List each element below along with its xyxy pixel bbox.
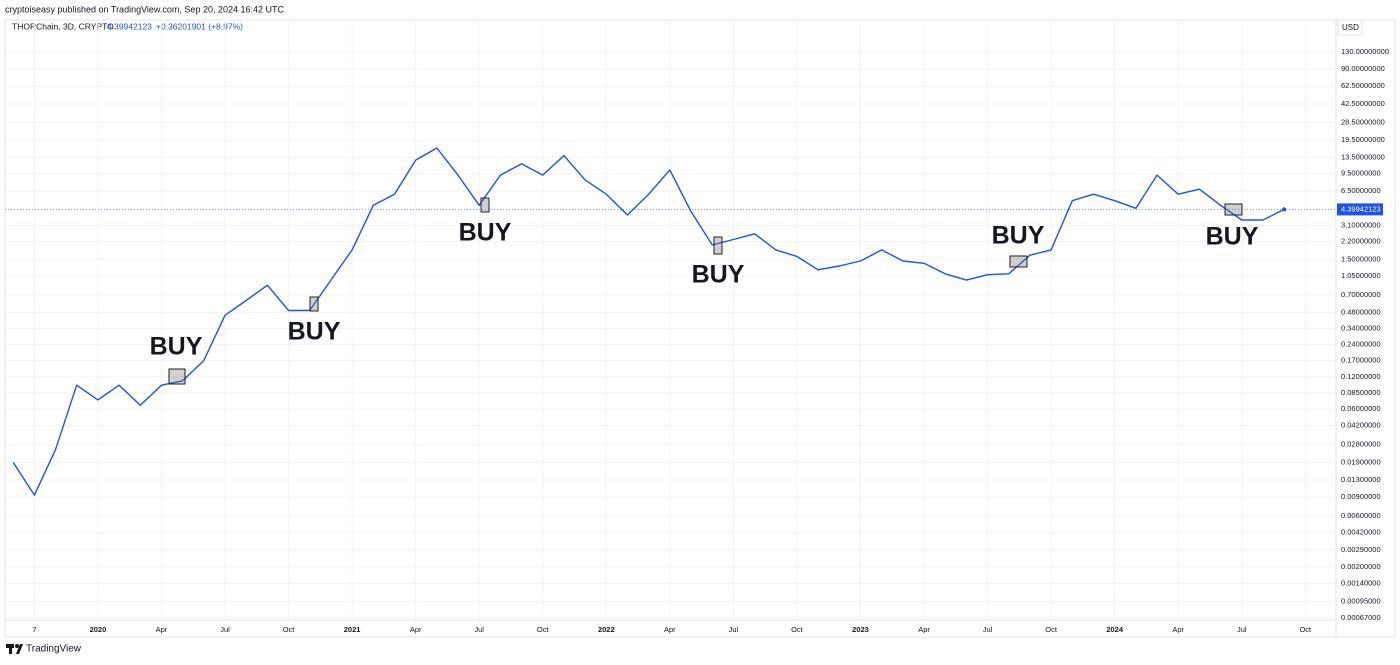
x-tick-label: Apr bbox=[1172, 625, 1184, 634]
y-tick-label: 0.06000000 bbox=[1341, 404, 1381, 413]
plot bbox=[5, 147, 1336, 496]
price-label: 4.39942123 bbox=[1341, 204, 1381, 213]
y-tick-label: 1.50000000 bbox=[1341, 254, 1381, 263]
buy-box bbox=[1224, 203, 1243, 216]
y-tick-label: 0.24000000 bbox=[1341, 340, 1381, 349]
x-tick-label: Jul bbox=[474, 625, 484, 634]
buy-box bbox=[713, 236, 723, 255]
y-tick-label: 0.00140000 bbox=[1341, 579, 1381, 588]
y-tick-label: 0.00290000 bbox=[1341, 545, 1381, 554]
x-tick-label: 2024 bbox=[1106, 625, 1124, 634]
buy-label: BUY bbox=[150, 333, 203, 361]
currency: USD bbox=[1342, 23, 1359, 32]
y-tick-label: 0.00600000 bbox=[1341, 511, 1381, 520]
y-tick-label: 19.50000000 bbox=[1341, 135, 1385, 144]
x-tick-label: 2020 bbox=[90, 625, 107, 634]
y-tick-label: 0.00095000 bbox=[1341, 597, 1381, 606]
y-tick-label: 6.50000000 bbox=[1341, 186, 1381, 195]
y-tick-label: 0.48000000 bbox=[1341, 307, 1381, 316]
y-tick-label: 0.08500000 bbox=[1341, 388, 1381, 397]
x-tick-label: Oct bbox=[1299, 625, 1312, 634]
buy-box bbox=[1009, 255, 1028, 268]
y-tick-label: 28.50000000 bbox=[1341, 118, 1385, 127]
y-tick-label: 0.00200000 bbox=[1341, 562, 1381, 571]
y-tick-label: 0.01300000 bbox=[1341, 475, 1381, 484]
x-tick-label: Apr bbox=[664, 625, 676, 634]
y-tick-label: 0.00900000 bbox=[1341, 492, 1381, 501]
x-tick-label: Oct bbox=[283, 625, 296, 634]
y-tick-label: 3.10000000 bbox=[1341, 221, 1381, 230]
y-tick-label: 62.50000000 bbox=[1341, 81, 1385, 90]
change: +0.36201901 (+8.97%) bbox=[156, 21, 243, 31]
y-tick-label: 2.20000000 bbox=[1341, 237, 1381, 246]
x-tick-label: 2021 bbox=[344, 625, 361, 634]
y-tick-label: 130.00000000 bbox=[1341, 47, 1389, 56]
price-label-bg bbox=[1337, 203, 1383, 216]
buy-box bbox=[480, 197, 490, 213]
x-tick-label: Apr bbox=[410, 625, 422, 634]
logo bbox=[6, 644, 23, 654]
y-tick-label: 0.34000000 bbox=[1341, 323, 1381, 332]
y-tick-label: 0.01900000 bbox=[1341, 457, 1381, 466]
x-tick-label: Jul bbox=[729, 625, 739, 634]
brand: TradingView bbox=[26, 644, 82, 655]
last-value: 4.39942123 bbox=[107, 21, 152, 31]
y-tick-label: 0.12000000 bbox=[1341, 372, 1381, 381]
buy-label: BUY bbox=[1206, 223, 1259, 251]
grid bbox=[5, 20, 1336, 620]
y-tick-label: 0.02800000 bbox=[1341, 439, 1381, 448]
y-tick-label: 13.50000000 bbox=[1341, 152, 1385, 161]
buy-box bbox=[309, 296, 319, 312]
last-point bbox=[1282, 207, 1287, 212]
y-tick-label: 0.17000000 bbox=[1341, 356, 1381, 365]
currency-box bbox=[1337, 19, 1363, 36]
x-tick-label: Jul bbox=[983, 625, 993, 634]
buy-label: BUY bbox=[692, 261, 745, 289]
y-tick-label: 0.00067000 bbox=[1341, 613, 1381, 622]
x-tick-label: Oct bbox=[537, 625, 550, 634]
y-tick-label: 0.04200000 bbox=[1341, 421, 1381, 430]
price-line bbox=[12, 147, 1285, 496]
publisher: cryptoiseasy published on TradingView.co… bbox=[5, 4, 285, 14]
y-tick-label: 0.00420000 bbox=[1341, 528, 1381, 537]
buy-box bbox=[168, 368, 186, 385]
buy-label: BUY bbox=[992, 222, 1045, 250]
x-tick-label: 2022 bbox=[598, 625, 615, 634]
y-tick-label: 42.50000000 bbox=[1341, 99, 1385, 108]
x-tick-label: Jul bbox=[1237, 625, 1247, 634]
y-tick-label: 9.50000000 bbox=[1341, 169, 1381, 178]
x-tick-label: Apr bbox=[156, 625, 168, 634]
x-tick-label: Jul bbox=[220, 625, 230, 634]
buy-label: BUY bbox=[288, 318, 341, 346]
x-tick-label: 2023 bbox=[852, 625, 869, 634]
x-tick-label: Oct bbox=[791, 625, 804, 634]
y-tick-label: 0.70000000 bbox=[1341, 290, 1381, 299]
y-tick-label: 1.05000000 bbox=[1341, 271, 1381, 280]
buy-label: BUY bbox=[459, 219, 512, 247]
y-tick-label: 90.00000000 bbox=[1341, 64, 1385, 73]
x-tick-label: Oct bbox=[1045, 625, 1058, 634]
x-tick-label: Apr bbox=[918, 625, 930, 634]
x-tick-label: 7 bbox=[32, 625, 36, 634]
symbol: THORChain, 3D, CRYPTO bbox=[12, 21, 114, 31]
